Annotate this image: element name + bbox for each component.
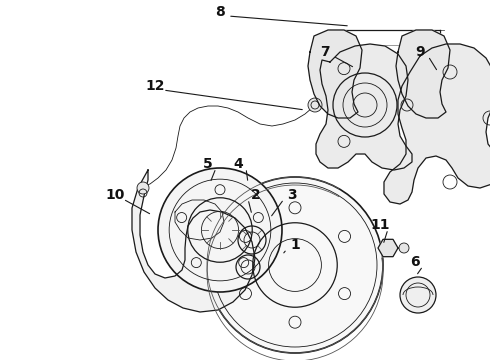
Polygon shape (384, 44, 490, 204)
Text: 6: 6 (410, 255, 420, 269)
Text: 12: 12 (145, 79, 165, 93)
Circle shape (399, 243, 409, 253)
Polygon shape (308, 30, 362, 118)
Polygon shape (316, 44, 412, 170)
Circle shape (158, 168, 282, 292)
Text: 1: 1 (290, 238, 300, 252)
Text: 11: 11 (370, 218, 390, 232)
Circle shape (137, 182, 149, 194)
Text: 7: 7 (320, 45, 330, 59)
Text: 10: 10 (105, 188, 124, 202)
Circle shape (308, 98, 322, 112)
Text: 8: 8 (215, 5, 225, 19)
Text: 3: 3 (287, 188, 297, 202)
Polygon shape (396, 30, 450, 118)
Circle shape (207, 177, 383, 353)
Polygon shape (132, 170, 255, 312)
Text: 5: 5 (203, 157, 213, 171)
Text: 2: 2 (251, 188, 261, 202)
Text: 9: 9 (415, 45, 425, 59)
Circle shape (400, 277, 436, 313)
Text: 4: 4 (233, 157, 243, 171)
Polygon shape (378, 239, 398, 257)
